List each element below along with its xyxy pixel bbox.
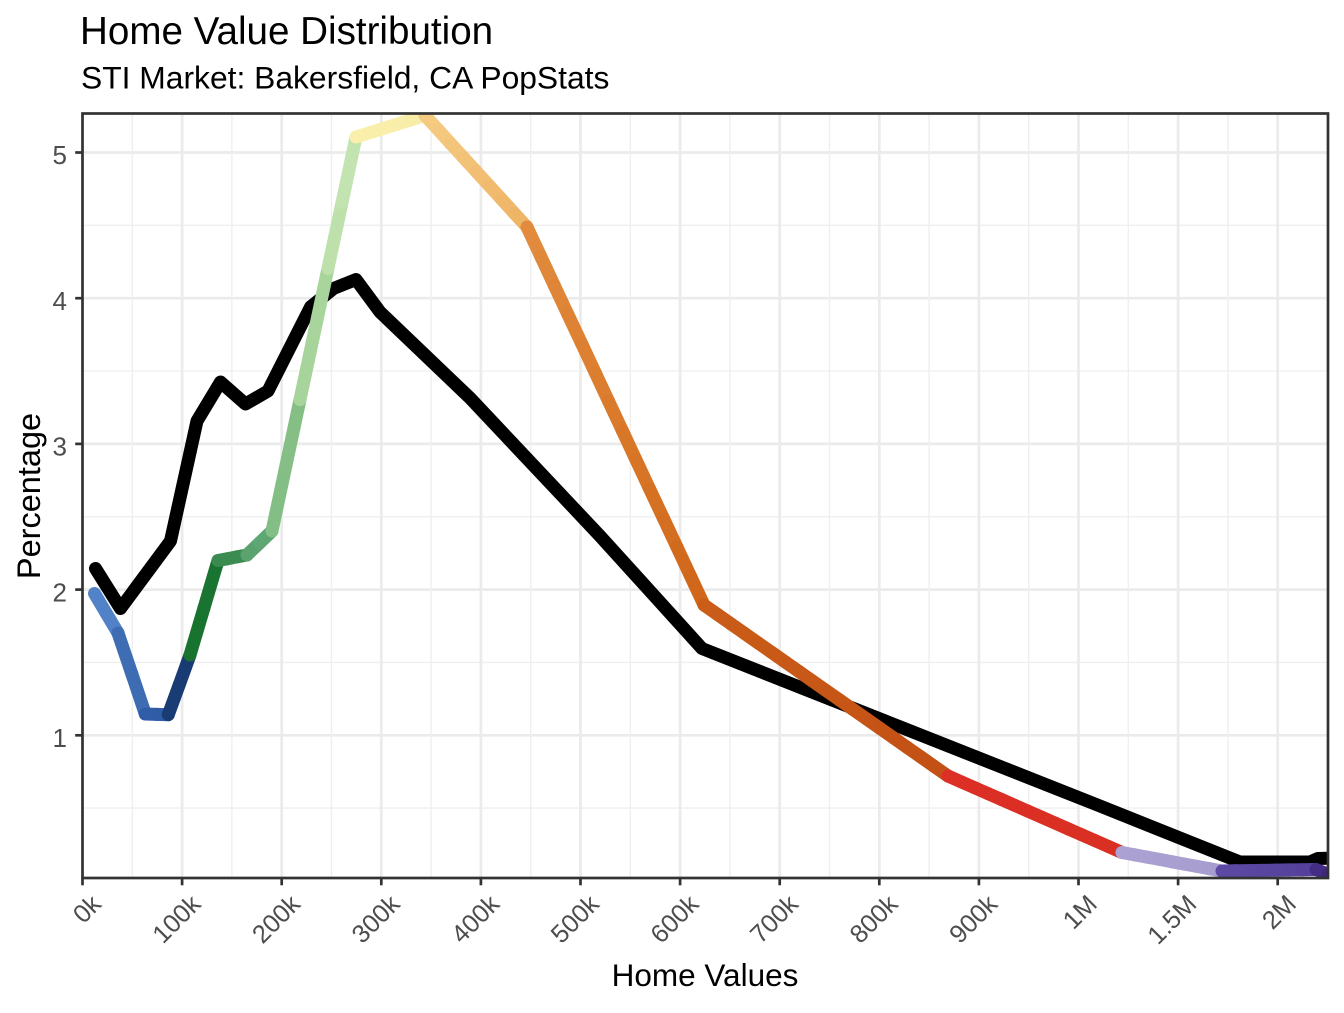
svg-text:Percentage: Percentage [11, 413, 47, 579]
svg-text:Home Values: Home Values [612, 957, 799, 993]
svg-text:Home Value Distribution: Home Value Distribution [80, 10, 493, 53]
svg-text:3: 3 [53, 432, 67, 462]
svg-text:1: 1 [53, 723, 67, 753]
svg-text:2: 2 [53, 577, 67, 607]
svg-text:STI Market: Bakersfield, CA Po: STI Market: Bakersfield, CA PopStats [81, 60, 609, 96]
svg-text:5: 5 [53, 140, 67, 170]
svg-text:4: 4 [53, 286, 67, 316]
